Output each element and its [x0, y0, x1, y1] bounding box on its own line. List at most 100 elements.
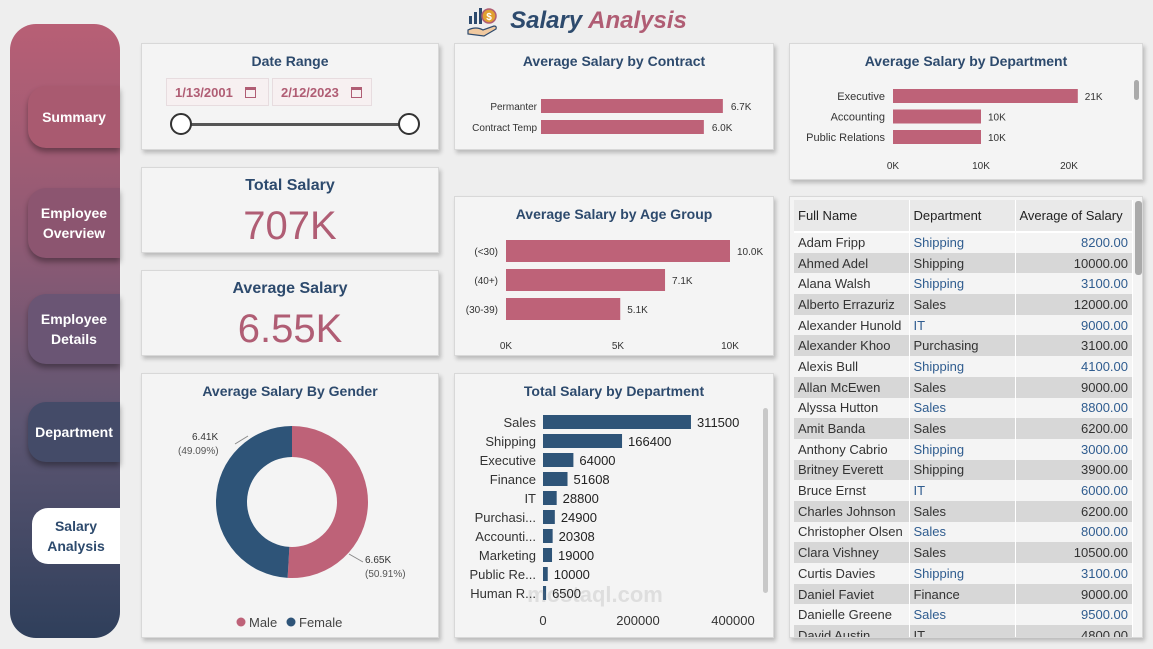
date-slider-track[interactable]	[181, 123, 409, 126]
column-header-full-name[interactable]: Full Name	[794, 200, 910, 233]
table-row[interactable]: Christopher Olsen Sales 8000.00	[794, 521, 1133, 543]
table-header-row: Full Name Department Average of Salary	[794, 200, 1133, 233]
cell-full-name: Amit Banda	[794, 418, 910, 439]
chart-scrollbar[interactable]	[1134, 80, 1139, 100]
legend-label-male: Male	[249, 615, 277, 630]
donut-slice-female	[216, 426, 292, 578]
cell-full-name: Charles Johnson	[794, 500, 910, 522]
table-row[interactable]: Ahmed Adel Shipping 10000.00	[794, 252, 1133, 274]
category-label: IT	[524, 491, 536, 506]
cell-department: IT	[909, 480, 1016, 501]
svg-text:$: $	[486, 12, 492, 23]
employee-salary-table: Full Name Department Average of Salary A…	[794, 200, 1133, 637]
column-header-department[interactable]: Department	[909, 200, 1016, 233]
table-row[interactable]: Alyssa Hutton Sales 8800.00	[794, 397, 1133, 419]
date-slider-end-handle[interactable]	[398, 113, 420, 135]
cell-full-name: Alyssa Hutton	[794, 397, 910, 419]
table-row[interactable]: Anthony Cabrio Shipping 3000.00	[794, 438, 1133, 460]
table-row[interactable]: Danielle Greene Sales 9500.00	[794, 604, 1133, 626]
table-row[interactable]: Daniel Faviet Finance 9000.00	[794, 583, 1133, 605]
date-slider-start-handle[interactable]	[170, 113, 192, 135]
calendar-icon[interactable]	[244, 86, 256, 98]
bar	[543, 415, 691, 429]
cell-full-name: Alberto Errazuriz	[794, 294, 910, 315]
category-label: Accounting	[831, 112, 885, 124]
table-row[interactable]: Allan McEwen Sales 9000.00	[794, 376, 1133, 398]
category-label: (<30)	[474, 247, 498, 258]
data-label: 28800	[563, 491, 599, 506]
contract-chart-title: Average Salary by Contract	[522, 53, 706, 69]
cell-average-salary: 9000.00	[1015, 376, 1133, 398]
gender-donut-chart: 6.65K (50.91%) 6.41K (49.09%) Male Female	[178, 426, 406, 630]
data-label: 19000	[558, 548, 594, 563]
table-row[interactable]: Britney Everett Shipping 3900.00	[794, 459, 1133, 481]
table-row[interactable]: Amit Banda Sales 6200.00	[794, 418, 1133, 439]
nav-employee-overview[interactable]: Employee Overview	[28, 188, 120, 258]
cell-department: Sales	[909, 500, 1016, 522]
table-row[interactable]: Alexander Hunold IT 9000.00	[794, 314, 1133, 336]
cell-department: Shipping	[909, 563, 1016, 584]
cell-full-name: Clara Vishney	[794, 542, 910, 563]
gender-chart-card: Average Salary By Gender 6.65K (50.91%) 6.…	[141, 373, 439, 638]
department-avg-bar-chart: Executive 21K Accounting 10K Public Relation…	[806, 89, 1103, 172]
end-date-value: 2/12/2023	[281, 84, 339, 100]
cell-full-name: Alexander Khoo	[794, 335, 910, 357]
data-label: 6500	[552, 586, 581, 601]
table-row[interactable]: Charles Johnson Sales 6200.00	[794, 500, 1133, 522]
table-row[interactable]: Bruce Ernst IT 6000.00	[794, 480, 1133, 501]
bar	[543, 510, 555, 524]
category-label: Accounti...	[475, 529, 536, 544]
donut-slice-male	[287, 426, 369, 578]
bar	[543, 567, 548, 581]
nav-salary-analysis[interactable]: Salary Analysis	[32, 508, 120, 564]
table-row[interactable]: Adam Fripp Shipping 8200.00	[794, 232, 1133, 253]
table-row[interactable]: Alberto Errazuriz Sales 12000.00	[794, 294, 1133, 315]
department-avg-title: Average Salary by Department	[864, 53, 1068, 69]
page-title-part2: Analysis	[588, 7, 687, 34]
data-label: 10000	[554, 567, 590, 582]
table-row[interactable]: David Austin IT 4800.00	[794, 625, 1133, 637]
salary-logo-icon: $	[467, 8, 497, 37]
cell-full-name: Allan McEwen	[794, 376, 910, 398]
leader-line	[234, 435, 249, 445]
cell-average-salary: 6200.00	[1015, 418, 1133, 439]
nav-department[interactable]: Department	[28, 402, 120, 462]
cell-average-salary: 3100.00	[1015, 273, 1133, 295]
data-label: 10.0K	[737, 247, 763, 258]
end-date-input[interactable]: 2/12/2023	[272, 78, 372, 106]
cell-department: Shipping	[909, 252, 1016, 274]
nav-label: Employee Overview	[40, 205, 108, 241]
table-row[interactable]: Alexis Bull Shipping 4100.00	[794, 356, 1133, 377]
cell-full-name: Alana Walsh	[794, 273, 910, 295]
table-row[interactable]: Clara Vishney Sales 10500.00	[794, 542, 1133, 563]
data-label: 7.1K	[672, 276, 693, 287]
table-row[interactable]: Alexander Khoo Purchasing 3100.00	[794, 335, 1133, 357]
cell-department: Sales	[909, 294, 1016, 315]
department-total-bar-chart: Sales 311500 Shipping 166400 Executive 64000 F…	[470, 415, 755, 628]
nav-employee-details[interactable]: Employee Details	[28, 294, 120, 364]
tick-label: 0K	[500, 341, 513, 352]
nav-summary[interactable]: Summary	[28, 86, 120, 148]
cell-department: Sales	[909, 397, 1016, 419]
department-avg-card: Average Salary by Department Executive 21…	[789, 43, 1143, 180]
category-label: Public Relations	[806, 132, 885, 144]
table-row[interactable]: Curtis Davies Shipping 3100.00	[794, 563, 1133, 584]
table-scrollbar[interactable]	[1135, 201, 1142, 275]
cell-department: Shipping	[909, 273, 1016, 295]
contract-chart-card: Average Salary by Contract Permanter 6.7K…	[454, 43, 774, 150]
table-row[interactable]: Alana Walsh Shipping 3100.00	[794, 273, 1133, 295]
cell-average-salary: 9000.00	[1015, 583, 1133, 605]
calendar-icon[interactable]	[350, 86, 362, 98]
data-label: 10K	[988, 113, 1006, 124]
cell-average-salary: 8800.00	[1015, 397, 1133, 419]
cell-department: Shipping	[909, 356, 1016, 377]
column-header-average-salary[interactable]: Average of Salary	[1015, 200, 1133, 233]
cell-average-salary: 9000.00	[1015, 314, 1133, 336]
start-date-input[interactable]: 1/13/2001	[166, 78, 269, 106]
cell-average-salary: 4800.00	[1015, 625, 1133, 637]
chart-scrollbar[interactable]	[763, 408, 768, 593]
cell-average-salary: 6200.00	[1015, 500, 1133, 522]
cell-average-salary: 12000.00	[1015, 294, 1133, 315]
start-date-value: 1/13/2001	[175, 84, 233, 100]
bar	[506, 269, 666, 291]
